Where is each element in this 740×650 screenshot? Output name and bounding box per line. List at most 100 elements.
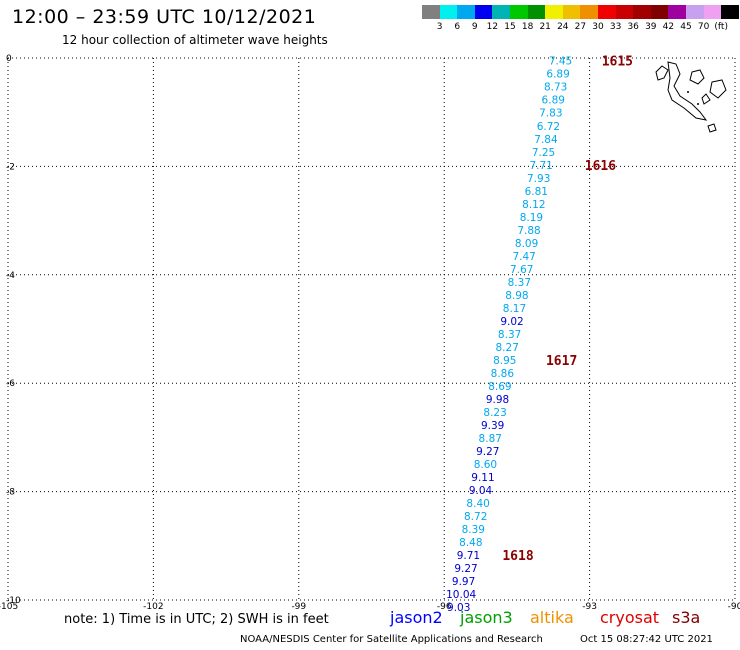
swh-value: 6.89: [542, 95, 565, 107]
color-scale-label: 30: [592, 22, 604, 32]
satellite-legend-item: jason3: [460, 608, 513, 627]
color-swatch: [615, 5, 634, 19]
latitude-tick-label: -10: [6, 596, 21, 606]
swh-value: 8.40: [466, 498, 489, 510]
color-scale-label: 21: [539, 22, 551, 32]
track-time-label: 1616: [585, 159, 616, 174]
longitude-tick-label: -99: [291, 602, 306, 612]
color-scale-label: (ft): [714, 22, 728, 32]
swh-value: 6.89: [546, 69, 569, 81]
swh-value: 8.87: [479, 433, 502, 445]
satellite-legend-item: jason2: [390, 608, 443, 627]
satellite-legend-item: s3a: [672, 608, 701, 627]
color-scale-label: 27: [574, 22, 587, 32]
swh-value: 8.95: [493, 355, 516, 367]
color-scale-label: 6: [454, 22, 461, 32]
swh-value: 9.02: [500, 316, 523, 328]
swh-value: 7.83: [539, 108, 562, 120]
swh-value: 9.39: [481, 420, 504, 432]
swh-value: 10.04: [446, 589, 476, 601]
color-swatch: [597, 5, 616, 19]
credit-line: NOAA/NESDIS Center for Satellite Applica…: [240, 634, 543, 645]
color-swatch: [580, 5, 598, 19]
color-swatch: [650, 5, 669, 19]
swh-value: 9.27: [476, 446, 499, 458]
lat-lon-grid: [7, 57, 736, 601]
color-swatch: [439, 5, 458, 19]
track-time-labels: 1615 1616 1617 1618: [502, 55, 633, 564]
longitude-tick-label: -105: [0, 602, 18, 612]
color-swatch: [422, 5, 440, 19]
color-swatch: [457, 5, 475, 19]
track-time-label: 1615: [602, 55, 633, 70]
swh-value: 9.71: [457, 550, 480, 562]
color-swatch: [527, 5, 546, 19]
color-scale-label: 18: [521, 22, 534, 32]
color-scale-label: 39: [645, 22, 657, 32]
latitude-tick-label: -4: [6, 271, 15, 281]
swh-value: 8.98: [505, 290, 528, 302]
color-swatch: [509, 5, 528, 19]
swh-value: 7.47: [512, 251, 535, 263]
swh-value: 8.12: [522, 199, 545, 211]
latitude-tick-label: -6: [6, 379, 15, 389]
color-scale-label: 9: [471, 22, 478, 32]
latitude-tick-label: 0: [6, 54, 12, 64]
swh-value: 7.67: [510, 264, 533, 276]
color-swatch: [492, 5, 510, 19]
color-scale-label: 33: [609, 22, 622, 32]
wave-height-color-scale: 3 6 9 12 15 18 21 24 27 30 33 36 39 42 45 70 (ft): [422, 5, 740, 33]
swh-value: 8.69: [488, 381, 511, 393]
swh-value: 8.23: [483, 407, 506, 419]
swh-value: 9.04: [469, 485, 493, 497]
swh-value: 8.60: [474, 459, 497, 471]
satellite-legend-item: cryosat: [600, 608, 660, 627]
generation-timestamp: Oct 15 08:27:42 UTC 2021: [580, 634, 713, 645]
color-swatch: [721, 5, 739, 19]
swh-value: 8.39: [462, 524, 485, 536]
map-subtitle: 12 hour collection of altimeter wave hei…: [62, 33, 328, 47]
swh-value: 8.73: [544, 82, 567, 94]
swh-value: 8.37: [498, 329, 521, 341]
color-scale-bar: [422, 5, 739, 19]
color-scale-label: 42: [662, 22, 675, 32]
satellite-legend-item: altika: [530, 608, 574, 627]
color-swatch: [703, 5, 722, 19]
longitude-tick-label: -90: [728, 602, 740, 612]
swh-value: 7.71: [529, 160, 552, 172]
swh-value: 8.09: [515, 238, 538, 250]
swh-value: 9.11: [471, 472, 494, 484]
color-swatch: [633, 5, 651, 19]
swh-value: 9.98: [486, 394, 509, 406]
swh-value: 6.81: [525, 186, 548, 198]
color-swatch: [545, 5, 563, 19]
track-time-label: 1618: [502, 549, 533, 564]
swh-value: 8.48: [459, 537, 482, 549]
swh-value: 8.27: [496, 342, 519, 354]
swh-value: 8.19: [520, 212, 543, 224]
swh-value: 9.27: [454, 563, 477, 575]
swh-value: 7.93: [527, 173, 550, 185]
swh-value: 9.03: [447, 602, 470, 614]
color-scale-label: 24: [557, 22, 569, 32]
color-swatch: [562, 5, 581, 19]
swh-observations: 7.456.898.736.897.836.727.847.257.717.93…: [446, 56, 572, 614]
color-scale-label: 45: [680, 22, 692, 32]
swh-value: 8.17: [503, 303, 526, 315]
longitude-tick-label: -93: [582, 602, 597, 612]
color-scale-label: 3: [436, 22, 443, 32]
swh-value: 7.88: [517, 225, 540, 237]
swh-value: 8.86: [491, 368, 515, 380]
color-scale-label: 36: [627, 22, 639, 32]
track-time-label: 1617: [546, 354, 577, 369]
swh-value: 9.97: [452, 576, 475, 588]
galapagos-coastline: [655, 61, 727, 133]
longitude-tick-label: -102: [143, 602, 163, 612]
color-swatch: [668, 5, 686, 19]
color-scale-label: 15: [504, 22, 516, 32]
swh-value: 8.37: [508, 277, 531, 289]
color-scale-label: 12: [486, 22, 499, 32]
swh-value: 7.84: [534, 134, 558, 146]
color-scale-label: 70: [697, 22, 710, 32]
